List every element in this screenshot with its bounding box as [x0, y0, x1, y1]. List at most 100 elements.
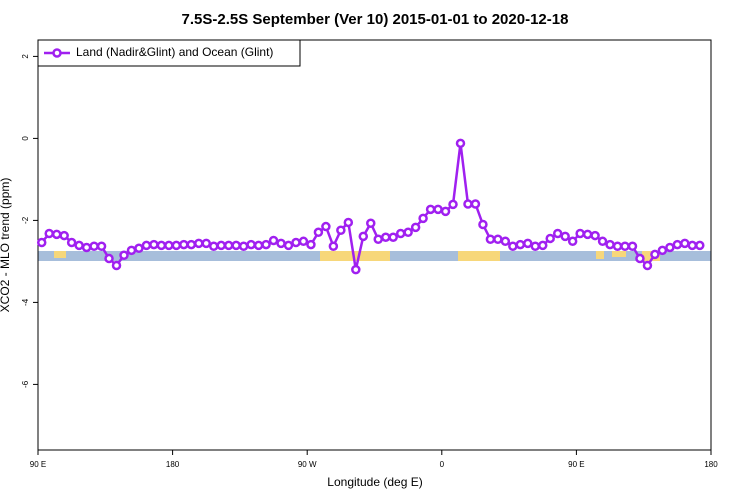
- data-point: [208, 241, 219, 251]
- data-point: [597, 236, 608, 247]
- legend-box: [37, 39, 301, 67]
- data-point: [336, 225, 346, 235]
- x-axis-label: Longitude (deg E): [327, 475, 422, 489]
- data-point: [403, 227, 413, 238]
- data-point: [171, 240, 182, 251]
- data-point: [485, 234, 496, 245]
- data-point: [268, 235, 279, 246]
- data-point: [306, 239, 316, 250]
- data-point: [463, 199, 473, 209]
- x-tick-label: 90 E: [30, 460, 46, 469]
- data-point: [687, 240, 698, 251]
- data-point: [111, 260, 122, 271]
- data-point: [410, 222, 421, 233]
- data-point: [291, 237, 301, 248]
- data-point: [538, 240, 548, 251]
- y-axis-label: XCO2 - MLO trend (ppm): [0, 178, 12, 313]
- data-point: [276, 238, 286, 249]
- data-point: [455, 138, 466, 149]
- data-point: [358, 231, 369, 242]
- data-point: [238, 241, 249, 251]
- data-point: [223, 240, 234, 251]
- data-point: [44, 228, 54, 239]
- data-point: [201, 238, 211, 249]
- x-tick-label: 0: [440, 460, 445, 469]
- data-point: [164, 240, 174, 251]
- data-point: [283, 240, 294, 251]
- data-point: [627, 241, 638, 251]
- data-point: [560, 231, 570, 242]
- data-point: [59, 230, 69, 241]
- data-point: [134, 243, 144, 254]
- data-point: [141, 240, 152, 251]
- data-point: [343, 217, 354, 228]
- data-point: [388, 232, 398, 242]
- data-point: [500, 236, 511, 247]
- y-tick-label: 0: [21, 136, 30, 141]
- data-point: [186, 239, 197, 250]
- data-point: [665, 242, 675, 253]
- data-point: [530, 241, 541, 251]
- data-point: [470, 199, 481, 209]
- data-point: [642, 260, 653, 271]
- y-tick-label: 2: [21, 54, 30, 59]
- data-point: [680, 238, 690, 249]
- data-point: [51, 229, 62, 240]
- data-point: [261, 239, 271, 250]
- data-point: [635, 253, 645, 264]
- data-point: [515, 239, 526, 250]
- data-point: [246, 239, 256, 250]
- data-point: [373, 234, 383, 245]
- y-tick-label: -2: [21, 216, 30, 224]
- data-point: [620, 241, 630, 251]
- data-point: [321, 221, 331, 232]
- data-point: [523, 238, 533, 249]
- data-point: [575, 228, 585, 239]
- data-point: [328, 241, 339, 251]
- data-point: [567, 236, 578, 247]
- data-point: [149, 239, 159, 250]
- data-point: [89, 241, 99, 251]
- data-point: [380, 232, 391, 242]
- data-point: [448, 199, 458, 210]
- data-point: [545, 233, 555, 244]
- x-tick-label: 90 E: [568, 460, 584, 469]
- y-tick-label: -6: [21, 380, 30, 388]
- data-point: [590, 230, 600, 241]
- data-point: [366, 218, 376, 229]
- data-point: [612, 241, 623, 251]
- x-tick-label: 90 W: [298, 460, 317, 469]
- data-point: [313, 227, 324, 238]
- data-point: [395, 228, 406, 239]
- data-point: [231, 240, 241, 251]
- data-point: [552, 228, 563, 239]
- data-point: [119, 250, 129, 260]
- data-point: [126, 245, 137, 256]
- data-point: [81, 242, 92, 253]
- data-point: [179, 239, 189, 250]
- data-point: [66, 237, 77, 248]
- data-point: [605, 239, 615, 250]
- data-point: [425, 204, 436, 215]
- data-point: [253, 240, 264, 251]
- data-point: [194, 238, 204, 249]
- y-tick-label: -4: [21, 298, 30, 306]
- data-point: [418, 213, 428, 224]
- data-point: [433, 204, 443, 215]
- data-point: [156, 240, 167, 251]
- data-point: [298, 236, 309, 247]
- chart-title: 7.5S-2.5S September (Ver 10) 2015-01-01 …: [182, 11, 569, 28]
- data-point: [650, 249, 660, 260]
- data-point: [478, 219, 488, 230]
- data-point: [216, 240, 226, 251]
- data-point: [351, 264, 361, 275]
- data-point: [74, 240, 84, 251]
- data-point: [672, 239, 683, 250]
- data-point: [657, 245, 668, 256]
- legend-label: Land (Nadir&Glint) and Ocean (Glint): [76, 45, 273, 59]
- data-point: [508, 241, 518, 251]
- data-point: [493, 234, 503, 245]
- data-point: [96, 241, 107, 251]
- x-tick-label: 180: [166, 460, 180, 469]
